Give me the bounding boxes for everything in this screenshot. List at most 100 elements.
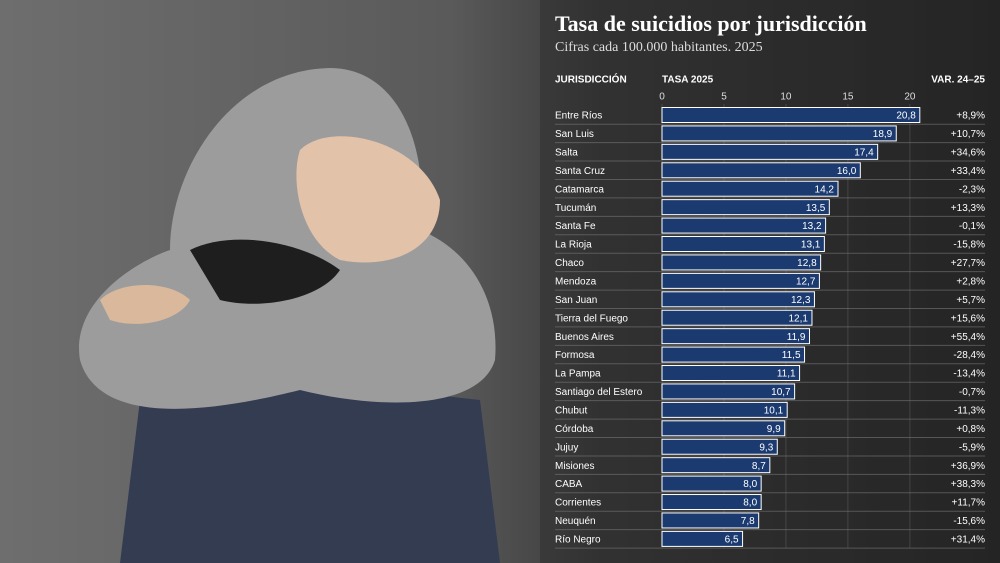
category-label: Formosa [555,350,595,361]
bar [661,125,897,142]
category-label: Río Negro [555,535,601,546]
bar [661,328,810,345]
category-label: Mendoza [555,277,597,288]
value-label: 13,5 [806,203,826,214]
category-label: San Juan [555,295,597,306]
variation-label: -15,6% [953,516,985,527]
variation-label: -13,4% [953,369,985,380]
variation-label: +5,7% [956,295,985,306]
value-label: 18,9 [873,129,893,140]
value-label: 11,5 [782,350,801,361]
chart-title: Tasa de suicidios por jurisdicción [555,11,867,36]
variation-label: +38,3% [951,479,985,490]
category-label: Chaco [555,258,584,269]
value-label: 13,1 [801,240,821,251]
bar [661,475,762,492]
category-label: Santa Cruz [555,166,605,177]
variation-label: -15,8% [953,240,985,251]
variation-label: +31,4% [951,535,985,546]
value-label: 14,2 [815,184,835,195]
category-label: Chubut [555,406,587,417]
category-label: Neuquén [555,516,596,527]
value-label: 12,8 [797,258,817,269]
bar [661,365,801,382]
bar [661,291,815,308]
variation-label: +36,9% [951,461,985,472]
bar [661,512,760,529]
value-label: 10,7 [771,387,791,398]
photo-figure [79,68,500,563]
value-label: 11,1 [777,369,796,380]
bar [661,438,778,455]
column-header: VAR. 24–25 [931,75,985,86]
value-label: 8,0 [743,498,757,509]
chart-subtitle: Cifras cada 100.000 habitantes. 2025 [555,40,763,55]
x-tick-label: 15 [842,92,854,103]
category-label: Jujuy [555,442,578,453]
value-label: 9,3 [759,442,773,453]
bar [661,107,921,123]
value-label: 10,1 [764,406,784,417]
category-label: Santa Fe [555,221,596,232]
variation-label: +11,7% [952,498,986,509]
x-tick-label: 5 [721,92,727,103]
bar [661,254,822,271]
x-tick-label: 20 [904,92,916,103]
bar [661,420,786,437]
variation-label: -5,9% [959,442,985,453]
category-label: Córdoba [555,424,594,435]
bar [661,180,839,197]
value-label: 12,1 [789,313,809,324]
category-label: Salta [555,148,578,159]
x-tick-label: 0 [659,92,665,103]
bar [661,217,827,234]
variation-label: +34,6% [951,148,985,159]
variation-label: +2,8% [956,277,985,288]
category-label: Tucumán [555,203,596,214]
value-label: 17,4 [854,148,874,159]
variation-label: +27,7% [951,258,985,269]
category-label: Buenos Aires [555,332,614,343]
bar [661,236,825,253]
value-label: 8,7 [752,461,766,472]
column-header: TASA 2025 [662,75,714,86]
value-label: 11,9 [787,332,806,343]
value-label: 12,3 [791,295,811,306]
category-label: Corrientes [555,498,601,509]
bar [661,143,879,160]
variation-label: -0,7% [959,387,985,398]
bar [661,272,820,289]
bar [661,162,861,179]
variation-label: -11,3% [954,406,985,417]
value-label: 13,2 [802,221,822,232]
value-label: 7,8 [741,516,755,527]
variation-label: +33,4% [951,166,985,177]
x-tick-label: 10 [780,92,792,103]
bar [661,530,744,547]
bar [661,346,806,363]
variation-label: -0,1% [959,221,985,232]
bar [661,401,788,418]
value-label: 6,5 [725,535,739,546]
value-label: 8,0 [743,479,757,490]
category-label: CABA [555,479,583,490]
category-label: Misiones [555,461,594,472]
bar [661,309,813,326]
category-label: Entre Ríos [555,111,602,122]
column-header: JURISDICCIÓN [555,73,627,86]
category-label: Santiago del Estero [555,387,643,398]
value-label: 20,8 [896,111,916,122]
category-label: La Pampa [555,369,601,380]
bar [661,383,796,400]
variation-label: -28,4% [953,350,985,361]
variation-label: +10,7% [951,129,985,140]
category-label: San Luis [555,129,594,140]
category-label: Tierra del Fuego [555,313,628,324]
bar [661,494,762,511]
bar [661,199,830,216]
variation-label: +13,3% [951,203,985,214]
bar [661,457,771,474]
variation-label: +55,4% [951,332,985,343]
value-label: 16,0 [837,166,857,177]
